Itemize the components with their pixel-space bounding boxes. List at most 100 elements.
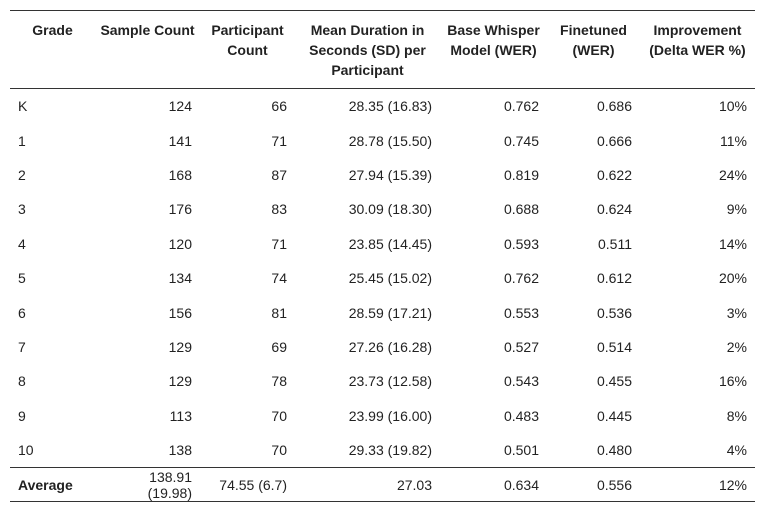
table-cell: 0.762 — [503, 98, 539, 115]
table-cell: 23.85 (14.45) — [348, 235, 432, 252]
table-row: 3 176 83 30.09 (18.30) 0.688 0.624 9% — [10, 192, 755, 226]
table-cell: 0.536 — [596, 304, 632, 321]
table-row: 6 156 81 28.59 (17.21) 0.553 0.536 3% — [10, 295, 755, 329]
table-cell: 2 — [18, 166, 26, 183]
table-row: 4 120 71 23.85 (14.45) 0.593 0.511 14% — [10, 227, 755, 261]
header-row: Grade Sample Count Participant Count Mean D… — [10, 10, 755, 89]
table-cell: 74 — [271, 270, 287, 287]
table-cell: 0.553 — [503, 304, 539, 321]
table-cell: 0.543 — [503, 373, 539, 390]
table-cell: 87 — [271, 166, 287, 183]
table-cell: 176 — [168, 201, 192, 218]
table-cell: 0.445 — [596, 407, 632, 424]
table-cell: 12% — [640, 467, 755, 503]
table-cell: 113 — [169, 407, 192, 424]
table-cell: 5 — [18, 270, 26, 287]
table-cell: 16% — [718, 373, 747, 390]
table-cell: 66 — [271, 98, 287, 115]
table-cell: 2% — [726, 338, 747, 355]
table-cell: 156 — [168, 304, 192, 321]
table-cell: 27.94 (15.39) — [348, 166, 432, 183]
table-cell: 3 — [18, 201, 26, 218]
table-cell: 0.762 — [503, 270, 539, 287]
table-cell: 138 — [168, 442, 192, 459]
table-cell: 120 — [168, 235, 192, 252]
table-cell: 4 — [18, 235, 26, 252]
table-cell: 0.624 — [596, 201, 632, 218]
table-cell: 27.03 — [295, 467, 440, 503]
table-cell: 0.622 — [596, 166, 632, 183]
column-header: Mean Duration in Seconds (SD) per Partic… — [295, 10, 440, 89]
table-cell: 129 — [168, 373, 192, 390]
table-cell: 141 — [168, 132, 192, 149]
table-cell: 0.634 — [440, 467, 547, 503]
table-cell: 0.819 — [503, 166, 539, 183]
average-row: Average 138.91 (19.98) 74.55 (6.7) 27.03 0.6… — [10, 467, 755, 503]
table-cell: 71 — [271, 235, 287, 252]
table-row: 9 113 70 23.99 (16.00) 0.483 0.445 8% — [10, 399, 755, 433]
table-cell: 124 — [168, 98, 192, 115]
table-cell: 29.33 (19.82) — [348, 442, 432, 459]
column-header: Improvement (Delta WER %) — [640, 10, 755, 89]
table-cell: 28.59 (17.21) — [348, 304, 432, 321]
table-cell: 134 — [168, 270, 192, 287]
column-header: Participant Count — [200, 10, 295, 89]
table-cell: 0.686 — [596, 98, 632, 115]
column-header: Sample Count — [95, 10, 200, 89]
table-cell: 0.480 — [596, 442, 632, 459]
table-cell: 81 — [271, 304, 287, 321]
table-row: 5 134 74 25.45 (15.02) 0.762 0.612 20% — [10, 261, 755, 295]
table-cell: 71 — [271, 132, 287, 149]
table-cell: 11% — [720, 132, 747, 149]
table-cell: 28.35 (16.83) — [348, 98, 432, 115]
table-cell: 0.483 — [503, 407, 539, 424]
table-body: K 124 66 28.35 (16.83) 0.762 0.686 10% 1 141 71 28… — [10, 89, 755, 503]
column-header: Grade — [10, 10, 95, 89]
table-cell: Average — [10, 467, 95, 503]
table-cell: 83 — [271, 201, 287, 218]
results-table: Grade Sample Count Participant Count Mean D… — [10, 10, 755, 503]
table-cell: 0.612 — [596, 270, 632, 287]
table-cell: 0.455 — [596, 373, 632, 390]
table-cell: 30.09 (18.30) — [348, 201, 432, 218]
table-cell: 74.55 (6.7) — [200, 467, 295, 503]
table-cell: 3% — [726, 304, 747, 321]
table-row: 8 129 78 23.73 (12.58) 0.543 0.455 16% — [10, 364, 755, 398]
table-cell: 70 — [271, 407, 287, 424]
table-cell: 27.26 (16.28) — [348, 338, 432, 355]
table-cell: 0.593 — [503, 235, 539, 252]
column-header: Base Whisper Model (WER) — [440, 10, 547, 89]
table-cell: 24% — [718, 166, 747, 183]
table-cell: 10% — [718, 98, 747, 115]
table-row: 1 141 71 28.78 (15.50) 0.745 0.666 11% — [10, 123, 755, 157]
table-cell: 10 — [18, 442, 34, 459]
table-cell: 25.45 (15.02) — [348, 270, 432, 287]
table-cell: 20% — [718, 270, 747, 287]
table-cell: 8 — [18, 373, 26, 390]
table-row: K 124 66 28.35 (16.83) 0.762 0.686 10% — [10, 89, 755, 124]
table-cell: 138.91 (19.98) — [95, 467, 200, 503]
table-row: 10 138 70 29.33 (19.82) 0.501 0.480 4% — [10, 433, 755, 468]
table-cell: 0.745 — [503, 132, 539, 149]
table-cell: 0.666 — [596, 132, 632, 149]
table-row: 2 168 87 27.94 (15.39) 0.819 0.622 24% — [10, 158, 755, 192]
table-cell: 129 — [168, 338, 192, 355]
table-cell: 8% — [726, 407, 747, 424]
table-cell: 1 — [18, 132, 26, 149]
table-cell: 70 — [271, 442, 287, 459]
table-row: 7 129 69 27.26 (16.28) 0.527 0.514 2% — [10, 330, 755, 364]
table-cell: K — [18, 98, 28, 115]
table-cell: 7 — [18, 338, 26, 355]
table-cell: 168 — [168, 166, 192, 183]
table-cell: 28.78 (15.50) — [348, 132, 432, 149]
table-cell: 14% — [718, 235, 747, 252]
table-cell: 4% — [726, 442, 747, 459]
table-cell: 9 — [18, 407, 26, 424]
table-cell: 0.501 — [503, 442, 539, 459]
column-header: Finetuned (WER) — [547, 10, 640, 89]
table-cell: 78 — [271, 373, 287, 390]
table-cell: 9% — [726, 201, 747, 218]
table-cell: 69 — [271, 338, 287, 355]
table-cell: 0.511 — [598, 235, 632, 252]
